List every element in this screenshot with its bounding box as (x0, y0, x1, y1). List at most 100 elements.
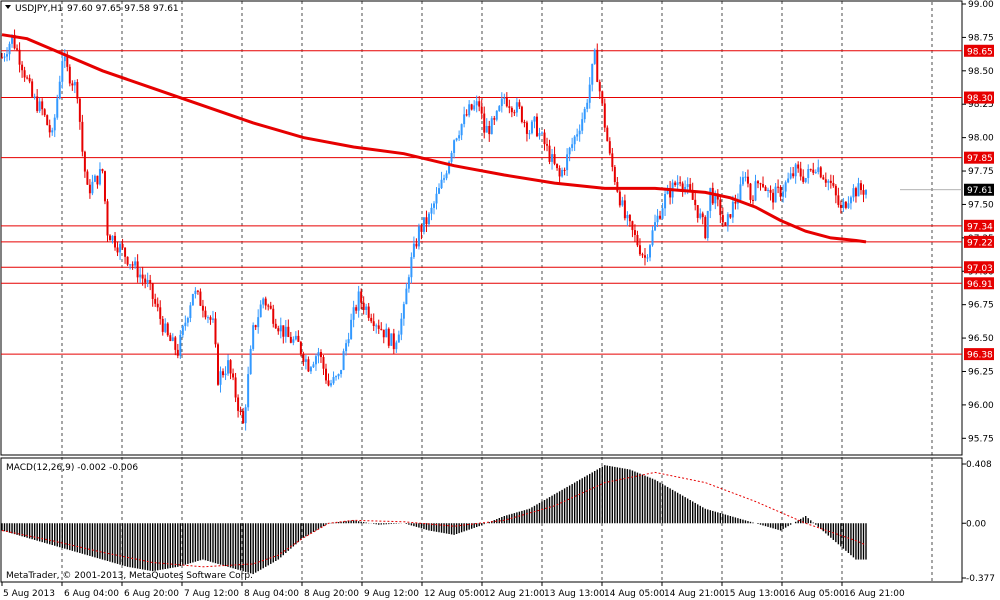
macd-signal-line (1, 471, 867, 568)
candle-body (1, 57, 3, 59)
candle-body (106, 201, 109, 236)
candle-body (583, 108, 586, 120)
candle-body (214, 318, 217, 345)
candle-body (490, 118, 493, 135)
candle-body (204, 310, 207, 318)
candle-body (638, 245, 641, 255)
candle-body (631, 221, 634, 231)
candle-body (473, 105, 476, 110)
candle-body (445, 173, 448, 179)
candle-body (224, 373, 227, 376)
candle-body (269, 305, 272, 309)
candle-body (28, 78, 31, 82)
candle-body (237, 397, 240, 411)
candle-body (335, 376, 338, 378)
candle-body (201, 305, 204, 311)
candle-body (395, 342, 398, 350)
copyright-text: MetaTrader, © 2001-2013, MetaQuotes Soft… (6, 571, 253, 581)
level-tag-label: 97.34 (967, 222, 993, 232)
candle-body (347, 339, 350, 344)
candle-body (714, 193, 717, 204)
x-tick-label: 9 Aug 12:00 (364, 589, 419, 599)
y-tick-label: 96.00 (968, 401, 994, 411)
candle-body (327, 380, 330, 386)
triangle-down-icon[interactable] (5, 5, 11, 9)
candle-body (440, 179, 443, 189)
y-tick-label: 96.50 (968, 334, 994, 344)
level-price-tags: 98.65 98.30 97.85 97.34 97.22 97.03 96.91 96.38… (900, 44, 994, 361)
candle-body (576, 134, 579, 137)
candle-body (407, 277, 410, 289)
candle-body (36, 96, 39, 111)
candle-body (304, 359, 307, 362)
candle-body (804, 178, 807, 182)
candle-body (81, 121, 84, 152)
level-tag (964, 235, 994, 248)
candle-body (88, 184, 91, 194)
candle-body (465, 114, 468, 116)
candle-body (154, 298, 157, 304)
level-tag (964, 277, 994, 290)
candle-body (307, 359, 310, 372)
current-price-tag (964, 183, 994, 196)
candle-body (63, 56, 66, 62)
candle-body (598, 81, 601, 92)
candle-body (86, 171, 89, 185)
candle-body (706, 210, 709, 239)
level-tag-label: 97.85 (967, 154, 993, 164)
candle-body (859, 183, 862, 191)
candle-body (699, 213, 702, 218)
candle-body (217, 344, 219, 385)
candle-body (66, 56, 69, 67)
candle-body (862, 190, 865, 195)
level-tag (964, 44, 994, 57)
candle-body (131, 264, 134, 266)
candle-body (365, 306, 368, 310)
candle-body (247, 374, 250, 408)
candle-body (345, 343, 348, 352)
candle-body (151, 283, 154, 299)
candle-body (485, 125, 488, 133)
macd-axis: 0.408 0.00 -0.377 (962, 460, 995, 584)
candle-body (762, 184, 765, 187)
candle-body (357, 291, 360, 311)
candle-body (26, 77, 29, 79)
candle-body (568, 147, 571, 155)
candle-body (686, 184, 689, 187)
candle-body (144, 278, 147, 283)
macd-tick-label: 0.408 (966, 460, 992, 470)
candle-body (412, 243, 415, 258)
candle-body (666, 188, 669, 194)
y-tick-label: 97.75 (968, 167, 994, 177)
candle-body (628, 214, 631, 222)
candle-body (518, 102, 521, 107)
candle-body (433, 203, 435, 208)
y-tick-label: 98.00 (968, 134, 994, 144)
candle-body (191, 294, 194, 306)
candle-body (116, 247, 119, 253)
candle-body (124, 247, 127, 257)
candle-body (505, 97, 508, 107)
candle-body (362, 302, 365, 310)
candle-body (181, 326, 184, 335)
candle-body (626, 214, 629, 219)
candle-body (206, 317, 209, 319)
candle-body (380, 328, 383, 330)
candle-body (443, 178, 446, 180)
candle-body (38, 101, 41, 111)
candle-body (93, 175, 96, 182)
candle-body (455, 138, 458, 141)
candle-body (463, 114, 466, 125)
candle-body (772, 192, 775, 203)
candle-body (779, 187, 782, 197)
candle-body (435, 193, 438, 204)
moving-average (1, 33, 867, 244)
candle-body (724, 222, 727, 226)
candle-body (525, 122, 528, 134)
candle-body (427, 213, 430, 225)
macd-title: MACD(12,26,9) -0.002 -0.006 (6, 463, 138, 473)
candle-body (264, 298, 267, 306)
candle-body (159, 307, 162, 319)
candle-body (194, 290, 197, 295)
candle-body (563, 169, 566, 171)
